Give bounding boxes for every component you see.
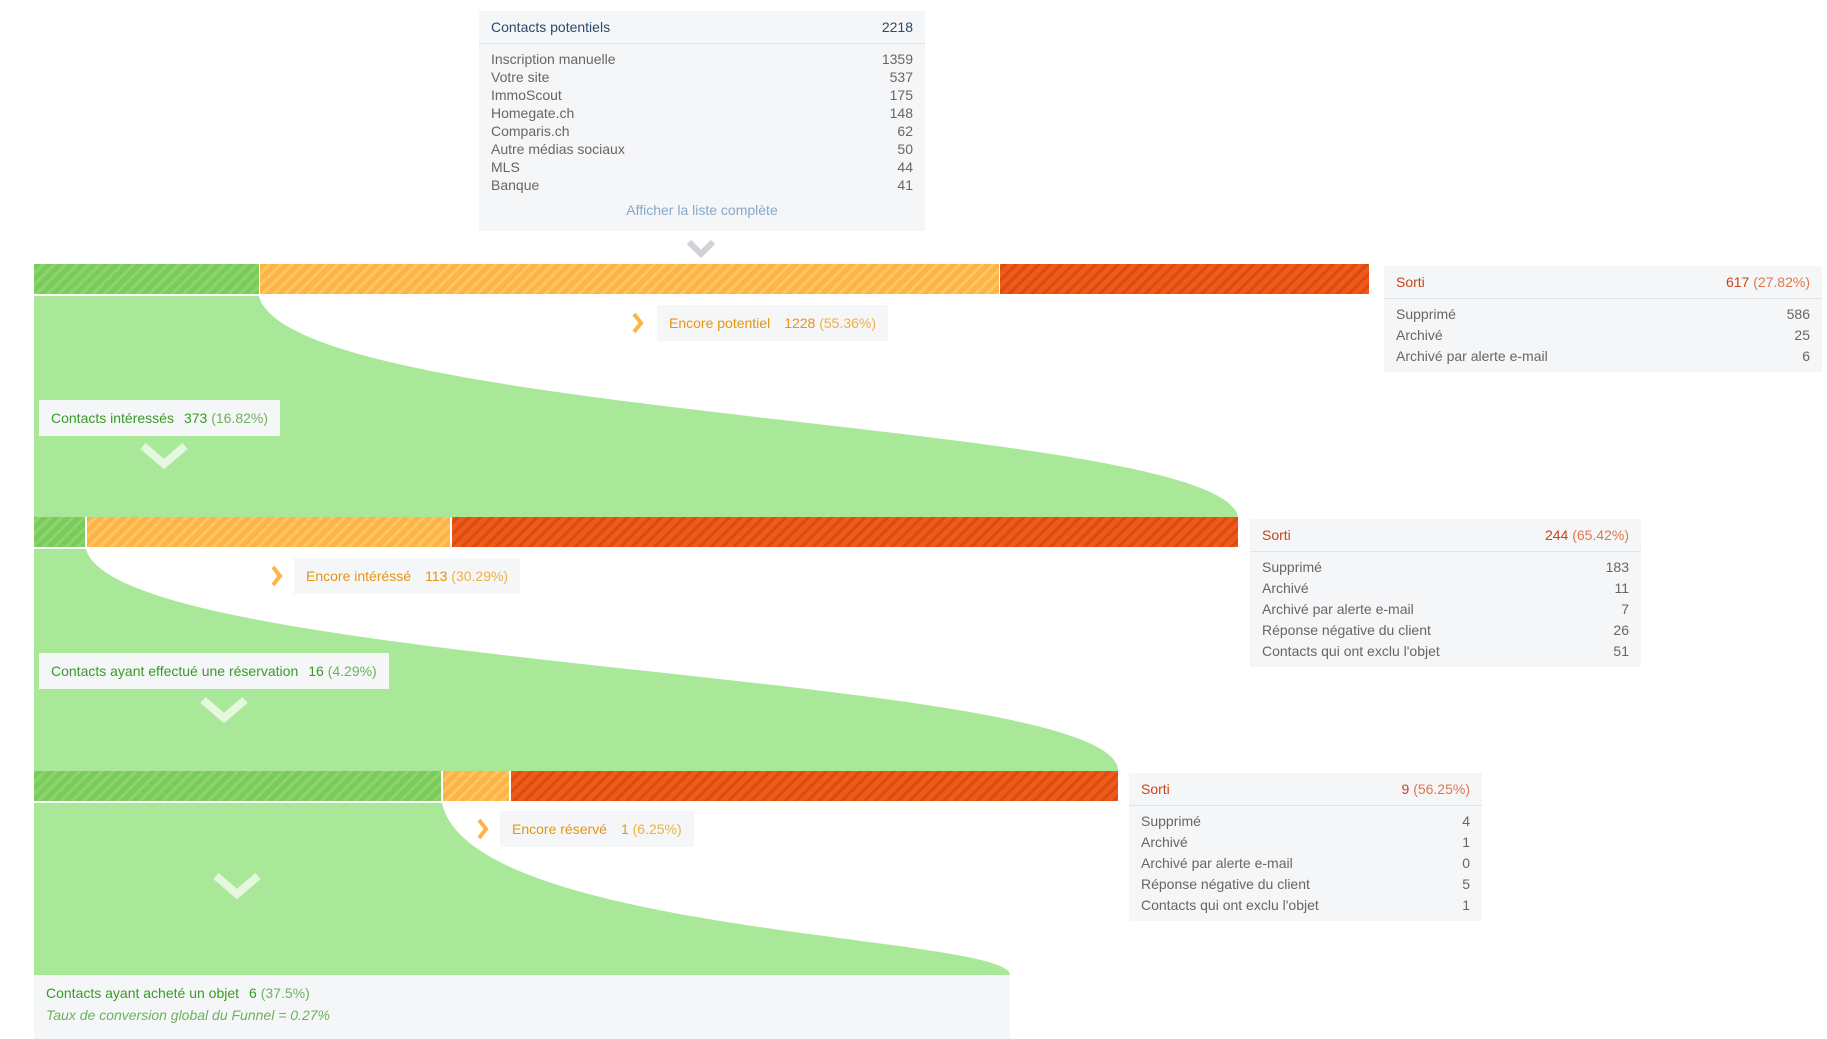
- exit-header: Sorti 9 (56.25%): [1129, 773, 1482, 806]
- stage-label-interested: Contacts intéressés 373 (16.82%): [39, 400, 281, 436]
- exit-card-1: Sorti 617 (27.82%) Supprimé 586 Archivé 25…: [1384, 266, 1822, 372]
- bar-3-advance: [34, 771, 441, 801]
- sources-title: Contacts potentiels: [491, 19, 611, 35]
- final-stage-card: Contacts ayant acheté un objet 6 (37.5%) …: [34, 975, 1010, 1039]
- chevron-down-icon: [200, 696, 248, 724]
- list-item: Inscription manuelle 1359: [491, 51, 913, 67]
- stage-label-reserved: Contacts ayant effectué une réservation 1…: [39, 653, 389, 689]
- list-item: Archivé par alerte e-mail 7: [1262, 601, 1629, 617]
- bar-2-still: [87, 517, 450, 547]
- chevron-down-icon: [213, 872, 261, 900]
- list-item: Archivé 1: [1141, 834, 1470, 850]
- exit-card-3: Sorti 9 (56.25%) Supprimé 4 Archivé 1 Arch…: [1129, 773, 1482, 921]
- bar-1-still: [260, 264, 999, 294]
- stage-bar-1: [34, 264, 1369, 294]
- exit-header: Sorti 244 (65.42%): [1250, 519, 1641, 552]
- sources-card: Contacts potentiels 2218 Inscription man…: [479, 11, 925, 231]
- list-item: Archivé par alerte e-mail 6: [1396, 348, 1810, 364]
- conversion-rate: Taux de conversion global du Funnel = 0.…: [46, 1007, 330, 1023]
- flow-stage-3: [34, 803, 1010, 975]
- sources-total: 2218: [881, 19, 913, 35]
- list-item: Comparis.ch 62: [491, 123, 913, 139]
- list-item: Votre site 537: [491, 69, 913, 85]
- exit-list: Supprimé 586 Archivé 25 Archivé par alerte…: [1384, 299, 1822, 367]
- list-item: Supprimé 586: [1396, 306, 1810, 322]
- exit-card-2: Sorti 244 (65.42%) Supprimé 183 Archivé 11…: [1250, 519, 1641, 667]
- final-stage-label: Contacts ayant acheté un objet 6 (37.5%): [46, 985, 310, 1001]
- exit-list: Supprimé 4 Archivé 1 Archivé par alerte e-…: [1129, 806, 1482, 916]
- list-item: Homegate.ch 148: [491, 105, 913, 121]
- list-item: Supprimé 4: [1141, 813, 1470, 829]
- list-item: Archivé 11: [1262, 580, 1629, 596]
- still-label-1: Encore potentiel 1228 (55.36%): [657, 305, 889, 341]
- bar-1-advance: [34, 264, 259, 294]
- bar-1-exit: [1000, 264, 1369, 294]
- list-item: ImmoScout 175: [491, 87, 913, 103]
- list-item: Archivé 25: [1396, 327, 1810, 343]
- stage-bar-3: [34, 771, 1118, 801]
- sources-header: Contacts potentiels 2218: [479, 11, 925, 44]
- sources-list: Inscription manuelle 1359 Votre site 537 I…: [479, 44, 925, 194]
- list-item: Réponse négative du client 5: [1141, 876, 1470, 892]
- list-item: Contacts qui ont exclu l'objet 51: [1262, 643, 1629, 659]
- list-item: MLS 44: [491, 159, 913, 175]
- chevron-down-icon: [140, 442, 188, 470]
- show-full-list-link[interactable]: Afficher la liste complète: [626, 202, 778, 218]
- bar-2-exit: [452, 517, 1238, 547]
- flow-stage-2: [34, 549, 1119, 771]
- chevron-right-icon: [632, 312, 644, 334]
- still-label-2: Encore intéréssé 113 (30.29%): [294, 558, 521, 594]
- bar-2-advance: [34, 517, 85, 547]
- list-item: Supprimé 183: [1262, 559, 1629, 575]
- exit-list: Supprimé 183 Archivé 11 Archivé par alerte…: [1250, 552, 1641, 662]
- stage-bar-2: [34, 517, 1238, 547]
- list-item: Réponse négative du client 26: [1262, 622, 1629, 638]
- list-item: Banque 41: [491, 177, 913, 193]
- chevron-right-icon: [271, 565, 283, 587]
- chevron-down-icon: [686, 239, 716, 259]
- bar-3-still: [443, 771, 509, 801]
- list-item: Contacts qui ont exclu l'objet 1: [1141, 897, 1470, 913]
- list-item: Autre médias sociaux 50: [491, 141, 913, 157]
- list-item: Archivé par alerte e-mail 0: [1141, 855, 1470, 871]
- chevron-right-icon: [477, 818, 489, 840]
- bar-3-exit: [511, 771, 1118, 801]
- exit-header: Sorti 617 (27.82%): [1384, 266, 1822, 299]
- still-label-3: Encore réservé 1 (6.25%): [500, 811, 694, 847]
- flow-stage-1: [34, 296, 1238, 517]
